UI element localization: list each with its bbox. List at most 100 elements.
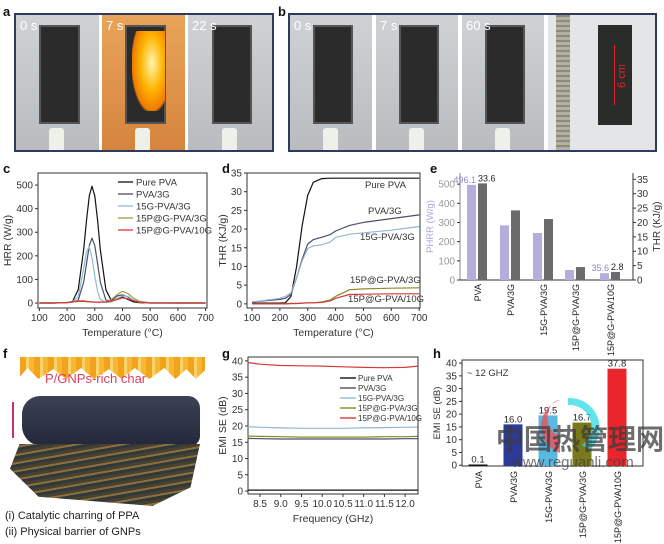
x-tick-label-g: 9.5 [295,499,309,510]
char-residue [598,25,632,125]
y-tick-label-e: 5 [637,261,643,272]
y2-axis-label-e: THR (KJ/g) [652,202,663,252]
y-tick-label-c: 300 [16,228,33,239]
bar-thr [611,271,620,280]
x-tick-label-g: 10.0 [312,499,332,510]
burner-icon [494,128,510,150]
y-tick-label-h: 35 [446,371,458,382]
series-annotation-d: 15G-PVA/3G [360,232,415,243]
legend-label-g: 15P@G-PVA/3G [358,404,418,413]
panel-label-a: a [3,4,11,19]
mechanism-note-2: (ii) Physical barrier of GNPs [5,526,141,538]
photo-a-7s: 7 s [102,15,185,150]
panel-label-f: f [3,346,8,361]
thickness-arrow-icon [12,402,14,438]
series-line-15p-g-pva-3g [247,435,418,438]
x-tick-label-g: 12.0 [395,499,415,510]
y-tick-label-e: 0 [637,276,643,287]
category-label-e: PVA [473,284,483,301]
series-line-15g-pva-3g [247,426,418,429]
watermark-url: www.reguanli.com [512,454,634,471]
y-tick-label-g: 35 [232,373,244,384]
x-tick-label-c: 600 [170,313,187,324]
y-tick-label-c: 400 [16,204,33,215]
series-line-15p-g-pva-10g [39,297,206,304]
y-tick-label-e: 0 [449,276,455,287]
emi-bar [572,422,592,466]
y-tick-label-e: 25 [637,204,649,215]
photo-b-7s: 7 s [376,15,458,150]
burner-icon [49,128,65,150]
time-label: 7 s [380,18,398,33]
series-annotation-d: 15P@G-PVA/3G [350,275,421,286]
legend-label-g: Pure PVA [358,374,393,383]
dimension-arrow-icon [614,45,615,105]
y-tick-label-d: 25 [231,206,243,217]
category-label-e: 15G-PVA/3G [539,284,549,336]
time-label: 0 s [294,18,312,33]
x-tick-label-d: 300 [299,313,316,324]
bar-phrr [500,225,509,280]
y-tick-label-d: 35 [231,169,243,180]
y-tick-label-g: 15 [232,438,244,449]
y-tick-label-e: 300 [438,218,455,229]
legend-label-c: Pure PVA [136,178,178,189]
x-tick-label-d: 600 [383,313,400,324]
x-tick-label-g: 9.0 [274,499,288,510]
y-tick-label-d: 10 [231,262,243,273]
y-tick-label-e: 35 [637,175,649,186]
plot-frame-d [246,172,421,309]
burner-icon [135,128,151,150]
y-tick-label-h: 25 [446,397,458,408]
y-axis-label-d: THR (KJ/g) [217,214,229,267]
y-tick-label-d: 20 [231,225,243,236]
y-tick-label-e: 30 [637,189,649,200]
x-axis-label-g: Frequency (GHz) [293,513,374,525]
y-tick-label-h: 0 [451,461,457,472]
y-tick-label-g: 10 [232,454,244,465]
panel-label-c: c [3,161,11,176]
x-axis-label-d: Temperature (°C) [293,327,374,339]
x-tick-label-d: 400 [327,313,344,324]
x-tick-label-c: 300 [86,313,103,324]
watermark-name: 中国热管理网 [496,424,664,455]
legend-label-c: 15P@G-PVA/10G [136,226,212,237]
category-label-h: 15P@G-PVA/10G [613,471,623,543]
bar-value-label: 496.1 [453,175,476,185]
y-tick-label-e: 200 [438,237,455,248]
emi-bar [468,464,488,466]
x-axis-label-c: Temperature (°C) [82,327,163,339]
bar-value-label: 16.7 [573,413,592,424]
bar-phrr [565,270,574,280]
y-tick-label-g: 5 [237,470,243,481]
panel-b-photo-strip: 0 s 7 s 60 s 6 cm [288,13,657,152]
char-label: P/GNPs-rich char [45,371,147,386]
series-annotation-d: Pure PVA [365,180,407,191]
series-annotation-d: 15P@G-PVA/10G [348,294,424,305]
watermark-logo-icon [541,397,600,453]
char-layer [22,396,200,446]
burner-icon [221,128,237,150]
time-label: 60 s [466,18,491,33]
y-tick-label-g: 25 [232,405,244,416]
bar-thr [544,219,553,280]
bar-value-label: 16.0 [504,414,523,425]
x-tick-label-d: 100 [244,313,261,324]
x-tick-label-c: 200 [59,313,76,324]
legend-label-g: 15P@G-PVA/10G [358,414,422,423]
y-tick-label-e: 15 [637,232,649,243]
bar-value-label: 33.6 [478,173,496,183]
emi-bar [607,368,627,466]
mechanism-note-1: (i) Catalytic charring of PPA [5,510,140,522]
category-label-h: PVA [474,471,484,488]
burner-icon [322,128,338,150]
y-tick-label-g: 30 [232,389,244,400]
time-label: 22 s [192,18,217,33]
x-tick-label-c: 700 [197,313,214,324]
panel-label-g: g [222,346,230,361]
ruler [556,15,570,150]
legend-label-g: PVA/3G [358,384,386,393]
panel-label-b: b [278,4,286,19]
time-label: 7 s [106,18,124,33]
x-tick-label-g: 11.5 [375,499,394,510]
